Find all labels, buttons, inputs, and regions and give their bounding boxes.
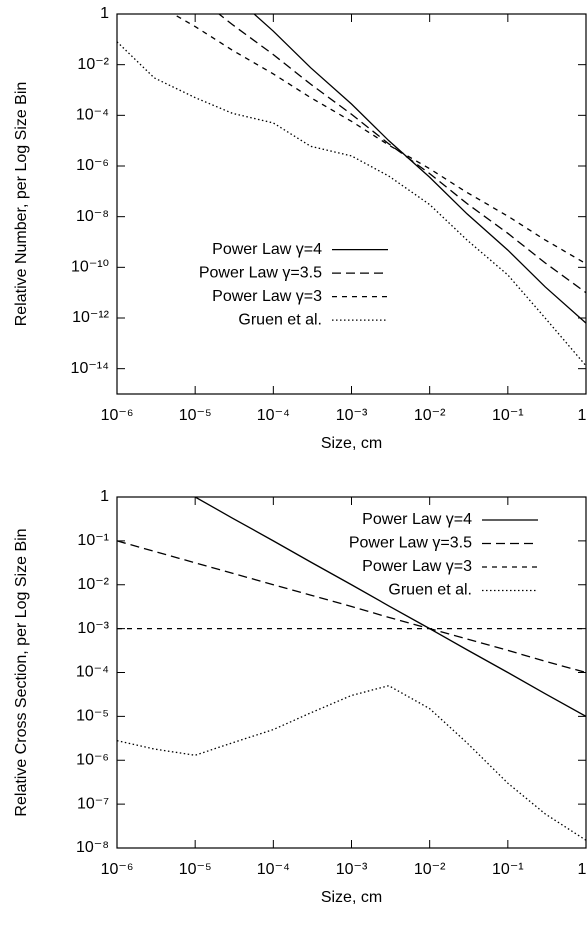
y-tick-label: 10⁻³: [77, 620, 109, 637]
plot-area: [117, 497, 586, 841]
legend-label: Power Law γ=4: [362, 511, 472, 528]
x-tick-label: 10⁻²: [414, 407, 446, 424]
y-axis-label: Relative Number, per Log Size Bin: [13, 82, 30, 327]
y-tick-label: 10⁻⁸: [76, 839, 109, 856]
series-line: [117, 685, 586, 841]
series-line: [117, 41, 586, 367]
y-tick-label: 10⁻²: [77, 576, 109, 593]
legend-label: Gruen et al.: [388, 582, 472, 599]
x-tick-label: 10⁻⁵: [179, 861, 212, 878]
x-tick-label: 1: [578, 407, 587, 424]
legend-label: Gruen et al.: [238, 311, 322, 328]
plot-area: [117, 14, 586, 367]
x-tick-label: 10⁻⁴: [257, 407, 290, 424]
y-tick-label: 10⁻⁷: [77, 795, 109, 812]
y-tick-label: 10⁻⁴: [76, 664, 109, 681]
x-tick-label: 10⁻⁵: [179, 407, 212, 424]
legend-label: Power Law γ=3.5: [349, 535, 472, 552]
series-line: [193, 497, 586, 717]
x-tick-label: 10⁻²: [414, 861, 446, 878]
y-axis-label: Relative Cross Section, per Log Size Bin: [13, 528, 30, 816]
x-axis-label: Size, cm: [321, 889, 382, 906]
y-tick-label: 10⁻⁸: [76, 208, 109, 225]
y-tick-label: 10⁻¹⁰: [71, 259, 109, 276]
x-tick-label: 10⁻³: [336, 407, 368, 424]
x-axis-label: Size, cm: [321, 435, 382, 452]
legend-label: Power Law γ=3.5: [199, 264, 322, 281]
y-tick-label: 10⁻⁶: [76, 157, 109, 174]
y-tick-label: 10⁻²: [77, 56, 109, 73]
y-tick-label: 1: [100, 488, 109, 505]
plot-frame: [116, 13, 587, 395]
y-tick-label: 10⁻⁴: [76, 107, 109, 124]
y-tick-label: 1: [100, 5, 109, 22]
y-tick-label: 10⁻⁵: [76, 708, 109, 725]
x-tick-label: 10⁻³: [336, 861, 368, 878]
x-tick-label: 10⁻⁶: [101, 861, 134, 878]
x-tick-label: 10⁻¹: [492, 407, 524, 424]
y-tick-label: 10⁻¹: [77, 532, 109, 549]
series-line: [217, 14, 586, 294]
series-line: [117, 540, 586, 674]
legend-label: Power Law γ=4: [212, 241, 322, 258]
legend-label: Power Law γ=3: [362, 558, 472, 575]
x-tick-label: 1: [578, 861, 587, 878]
series-line: [253, 14, 586, 324]
x-tick-label: 10⁻⁶: [101, 407, 134, 424]
y-tick-label: 10⁻¹²: [72, 309, 110, 326]
y-tick-label: 10⁻⁶: [76, 751, 109, 768]
plot-frame: [116, 496, 587, 849]
y-tick-label: 10⁻¹⁴: [71, 360, 110, 377]
series-line: [172, 14, 586, 265]
x-tick-label: 10⁻⁴: [257, 861, 290, 878]
x-tick-label: 10⁻¹: [492, 861, 524, 878]
legend-label: Power Law γ=3: [212, 288, 322, 305]
